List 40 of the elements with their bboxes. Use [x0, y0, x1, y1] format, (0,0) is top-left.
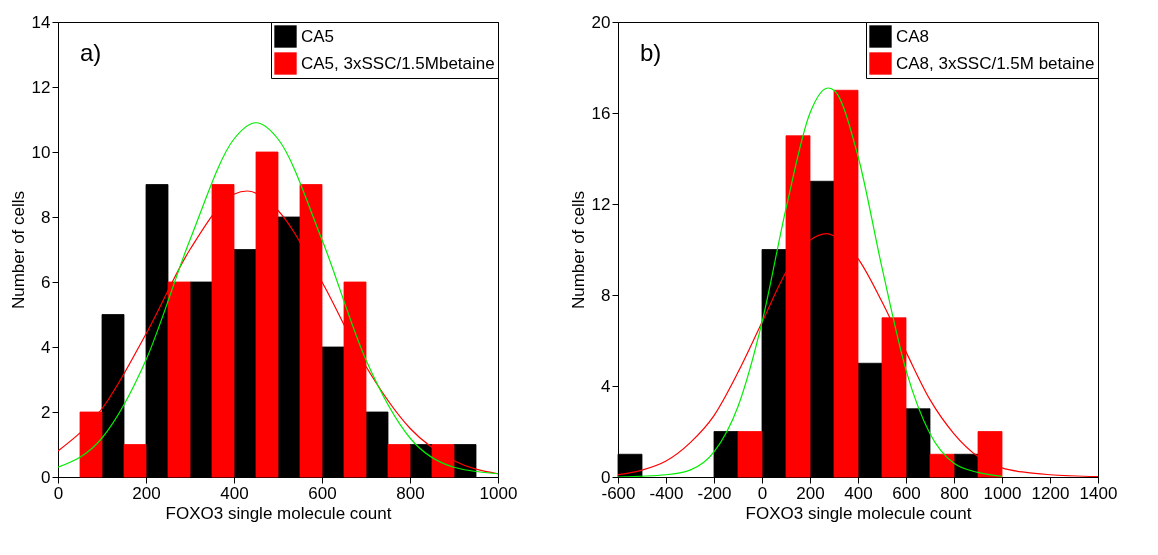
y-tick-label: 16 [591, 103, 611, 123]
y-tick-label: 4 [601, 376, 611, 396]
y-axis-title: Number of cells [568, 190, 588, 310]
y-axis-title: Number of cells [8, 190, 28, 310]
line-series [618, 87, 1003, 477]
x-tick-label: 0 [757, 483, 768, 503]
legend-label: CA8 [896, 26, 930, 46]
x-tick-label: 200 [796, 483, 825, 503]
annotation: b) [640, 39, 662, 66]
y-tick-label: 4 [41, 337, 51, 357]
legend-label: CA8, 3xSSC/1.5M betaine [896, 53, 1095, 73]
x-tick-label: 600 [892, 483, 921, 503]
y-tick-label: 2 [41, 402, 51, 422]
y-tick-label: 8 [41, 207, 51, 227]
y-tick-label: 0 [41, 467, 51, 487]
y-tick-label: 12 [31, 77, 51, 97]
x-tick-label: 800 [396, 483, 425, 503]
x-tick-label: 1400 [1079, 483, 1118, 503]
legend-label: CA5 [301, 26, 335, 46]
x-axis-title: FOXO3 single molecule count [165, 503, 392, 523]
annotation: a) [80, 39, 102, 66]
x-tick-label: 800 [940, 483, 969, 503]
x-tick-label: -400 [649, 483, 684, 503]
x-tick-label: 400 [844, 483, 873, 503]
x-tick-label: 200 [132, 483, 161, 503]
legend-label: CA5, 3xSSC/1.5Mbetaine [301, 53, 495, 73]
y-tick-label: 20 [591, 12, 611, 32]
line-series [58, 122, 498, 475]
x-tick-label: 1000 [983, 483, 1022, 503]
y-tick-label: 14 [31, 12, 51, 32]
y-tick-label: 12 [591, 194, 611, 214]
x-tick-label: 600 [308, 483, 337, 503]
x-tick-label: 400 [220, 483, 249, 503]
x-tick-label: 1200 [1031, 483, 1070, 503]
x-tick-label: 1000 [479, 483, 518, 503]
y-tick-label: 8 [601, 285, 611, 305]
x-tick-label: -200 [697, 483, 732, 503]
y-tick-label: 6 [41, 272, 51, 292]
y-tick-label: 10 [31, 142, 51, 162]
x-axis-title: FOXO3 single molecule count [745, 503, 972, 523]
